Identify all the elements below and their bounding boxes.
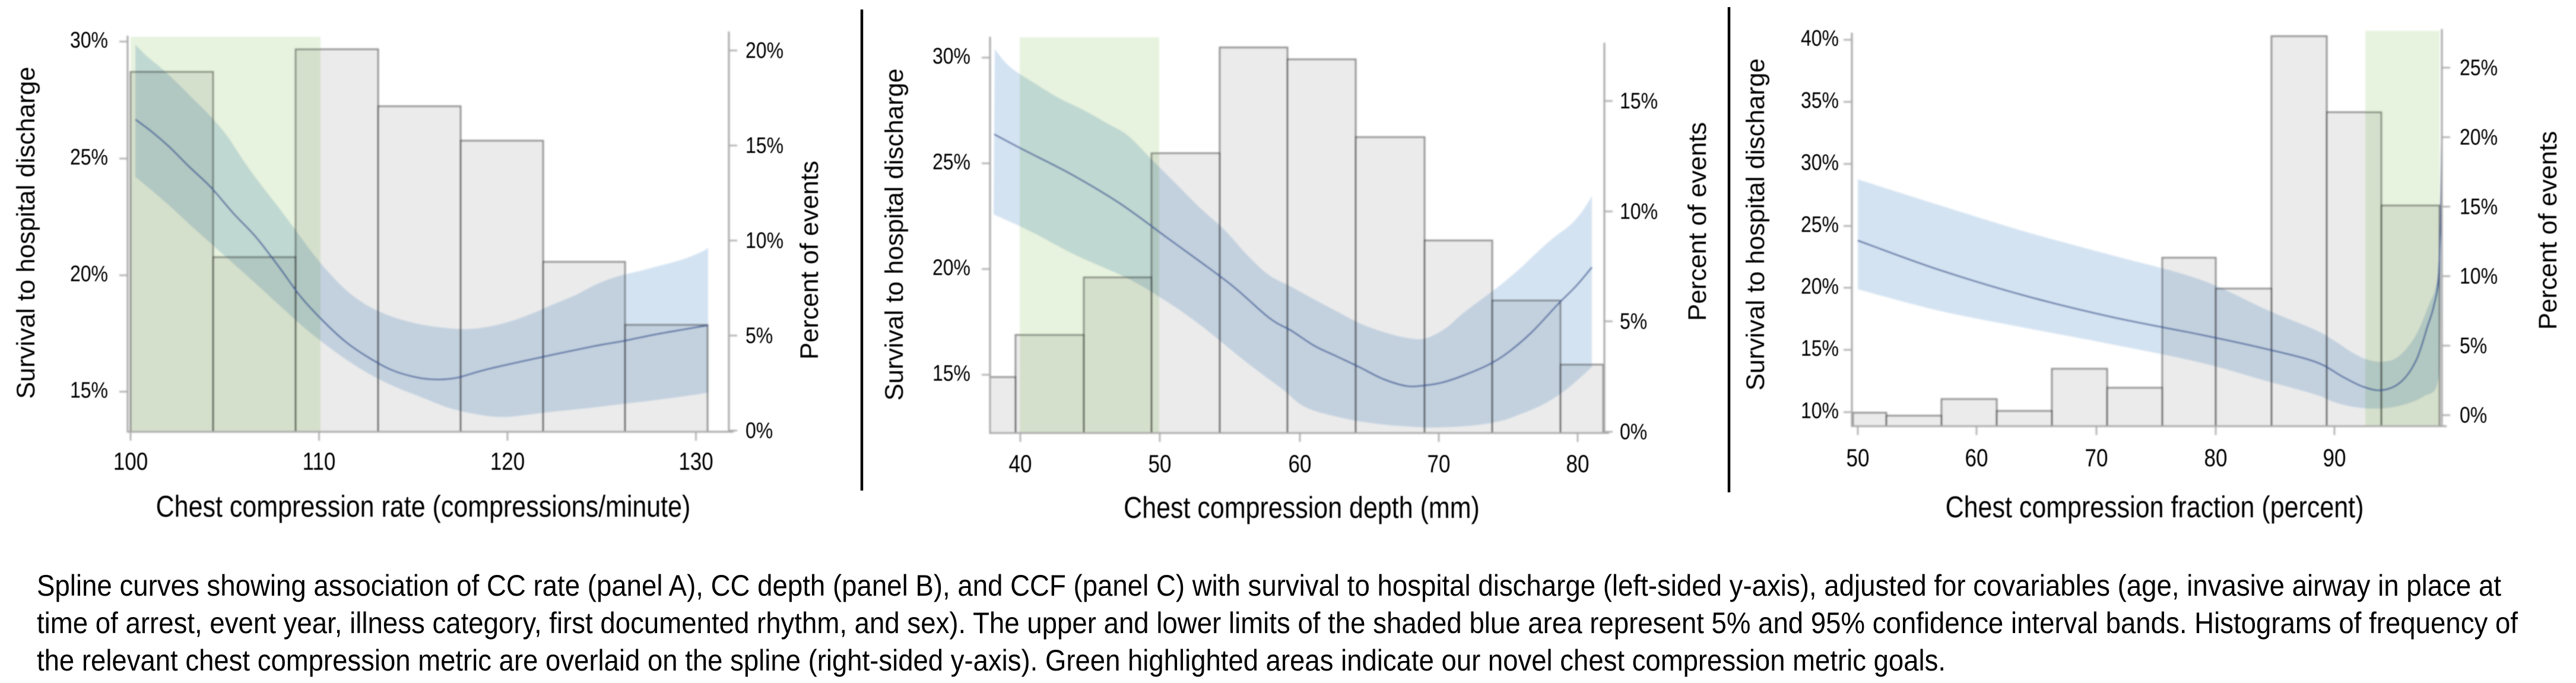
svg-text:25%: 25% xyxy=(932,149,970,174)
svg-text:10%: 10% xyxy=(2460,264,2498,289)
svg-text:Survival to hospital discharge: Survival to hospital discharge xyxy=(880,68,909,400)
svg-text:20%: 20% xyxy=(745,38,783,63)
svg-text:Survival to hospital discharge: Survival to hospital discharge xyxy=(1741,58,1770,390)
svg-text:15%: 15% xyxy=(745,133,783,158)
svg-text:5%: 5% xyxy=(745,323,773,348)
svg-text:60: 60 xyxy=(1289,450,1312,478)
svg-text:100: 100 xyxy=(113,448,148,476)
svg-text:Percent of events: Percent of events xyxy=(795,161,824,360)
svg-text:Chest compression depth (mm): Chest compression depth (mm) xyxy=(1124,491,1480,525)
svg-text:5%: 5% xyxy=(2460,333,2487,358)
svg-text:0%: 0% xyxy=(745,418,773,443)
svg-text:15%: 15% xyxy=(1801,336,1839,361)
svg-text:40%: 40% xyxy=(1801,26,1839,50)
svg-text:80: 80 xyxy=(1566,450,1590,478)
svg-text:80: 80 xyxy=(2204,444,2228,472)
svg-text:Chest compression fraction (pe: Chest compression fraction (percent) xyxy=(1946,491,2364,524)
svg-text:20%: 20% xyxy=(932,255,970,280)
svg-text:Percent of events: Percent of events xyxy=(1683,122,1712,321)
svg-text:60: 60 xyxy=(1965,444,1988,472)
svg-text:5%: 5% xyxy=(1620,309,1647,334)
svg-text:time of arrest, event year, il: time of arrest, event year, illness cate… xyxy=(37,606,2518,640)
svg-text:Spline curves showing associat: Spline curves showing association of CC … xyxy=(37,569,2501,602)
svg-text:10%: 10% xyxy=(1801,398,1839,423)
svg-text:35%: 35% xyxy=(1801,88,1839,113)
svg-text:20%: 20% xyxy=(70,261,108,286)
svg-text:40: 40 xyxy=(1009,450,1032,478)
svg-text:10%: 10% xyxy=(745,228,783,253)
svg-text:Chest compression rate (compre: Chest compression rate (compressions/min… xyxy=(156,490,691,524)
svg-text:15%: 15% xyxy=(2460,194,2498,219)
svg-text:70: 70 xyxy=(1427,450,1451,478)
svg-text:130: 130 xyxy=(678,448,713,476)
svg-text:30%: 30% xyxy=(1801,150,1839,175)
svg-text:10%: 10% xyxy=(1620,199,1658,224)
svg-text:0%: 0% xyxy=(1620,419,1647,444)
svg-text:15%: 15% xyxy=(932,361,970,385)
svg-text:15%: 15% xyxy=(1620,88,1658,113)
svg-text:Percent of events: Percent of events xyxy=(2534,131,2562,330)
svg-text:50: 50 xyxy=(1847,444,1870,472)
svg-text:25%: 25% xyxy=(70,144,108,169)
svg-text:70: 70 xyxy=(2085,444,2108,472)
svg-text:Survival to hospital discharge: Survival to hospital discharge xyxy=(12,67,40,399)
svg-text:50: 50 xyxy=(1149,450,1172,478)
svg-text:25%: 25% xyxy=(1801,212,1839,237)
svg-text:the relevant chest compression: the relevant chest compression metric ar… xyxy=(37,644,1946,677)
svg-text:30%: 30% xyxy=(70,27,108,52)
svg-text:20%: 20% xyxy=(2460,125,2498,150)
svg-text:90: 90 xyxy=(2323,444,2346,472)
svg-text:25%: 25% xyxy=(2460,55,2498,80)
svg-text:120: 120 xyxy=(490,448,525,476)
svg-text:0%: 0% xyxy=(2460,403,2487,428)
svg-text:30%: 30% xyxy=(932,43,970,68)
svg-text:110: 110 xyxy=(303,448,336,476)
svg-text:15%: 15% xyxy=(70,378,108,403)
svg-text:20%: 20% xyxy=(1801,274,1839,299)
